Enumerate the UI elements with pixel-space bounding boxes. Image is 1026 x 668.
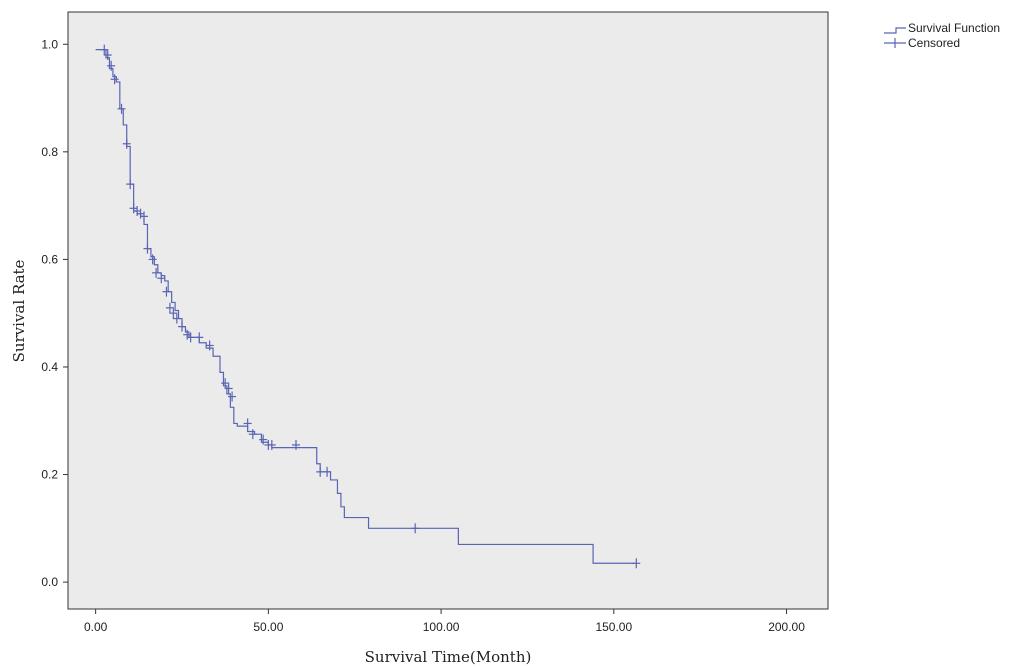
- y-tick-label: 0.6: [41, 252, 58, 266]
- censored-marker: [267, 439, 276, 450]
- censored-marker: [224, 383, 233, 394]
- legend-step-icon: [884, 27, 906, 34]
- y-tick-label: 1.0: [41, 37, 58, 51]
- x-tick-label: 100.00: [423, 620, 460, 634]
- censored-marker: [411, 523, 420, 534]
- x-axis: 0.00 50.00 100.00 150.00 200.00: [84, 609, 805, 634]
- x-tick-label: 0.00: [84, 620, 108, 634]
- censored-marker: [103, 50, 112, 61]
- censored-marker: [148, 254, 157, 265]
- x-axis-title: Survival Time(Month): [365, 648, 532, 666]
- censored-marker: [205, 340, 214, 351]
- censored-marker: [143, 243, 152, 254]
- x-tick-label: 150.00: [595, 620, 632, 634]
- x-tick-label: 50.00: [253, 620, 283, 634]
- censored-marker: [183, 329, 192, 340]
- y-axis: 0.0 0.2 0.4 0.6 0.8 1.0: [41, 37, 68, 589]
- x-tick-label: 200.00: [768, 620, 805, 634]
- censored-marker: [248, 429, 257, 440]
- y-tick-label: 0.8: [41, 145, 58, 159]
- censored-marker: [152, 267, 161, 278]
- censored-marker: [632, 558, 641, 569]
- censored-marker: [292, 439, 300, 450]
- censored-marker: [136, 208, 145, 219]
- series-layer: [95, 44, 641, 569]
- y-tick-label: 0.2: [41, 468, 58, 482]
- censored-marker: [259, 434, 268, 445]
- censored-marker: [100, 44, 109, 55]
- censored-marker: [316, 466, 325, 477]
- censored-marker: [110, 74, 119, 85]
- censored-marker: [221, 378, 230, 389]
- censored-marker: [129, 203, 138, 214]
- legend: Survival Function Censored: [884, 21, 1000, 50]
- censored-marker: [178, 321, 186, 332]
- censored-marker: [243, 418, 252, 429]
- censored-marker: [157, 273, 166, 284]
- legend-survival-function: Survival Function: [908, 21, 1000, 35]
- y-axis-title: Survival Rate: [10, 259, 28, 362]
- censored-marker: [140, 211, 148, 222]
- y-tick-label: 0.0: [41, 575, 58, 589]
- y-tick-label: 0.4: [41, 360, 58, 374]
- plot-area: [67, 11, 829, 610]
- censored-marker: [172, 313, 181, 324]
- censored-marker: [323, 466, 332, 477]
- censored-marker: [165, 302, 174, 313]
- censored-marker: [186, 332, 195, 343]
- censored-marker: [107, 60, 116, 71]
- censored-marker: [228, 391, 237, 402]
- censored-marker: [162, 286, 171, 297]
- censored-marker: [133, 206, 142, 216]
- censored-marker: [195, 332, 204, 343]
- censored-marker: [169, 308, 178, 319]
- censored-marker: [117, 103, 126, 114]
- censored-marker: [126, 179, 135, 190]
- censored-marker: [122, 138, 131, 149]
- legend-censored: Censored: [908, 36, 960, 50]
